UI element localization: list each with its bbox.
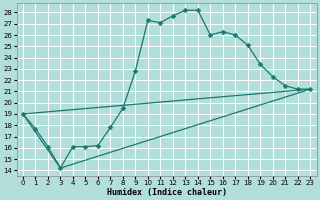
X-axis label: Humidex (Indice chaleur): Humidex (Indice chaleur) — [107, 188, 227, 197]
